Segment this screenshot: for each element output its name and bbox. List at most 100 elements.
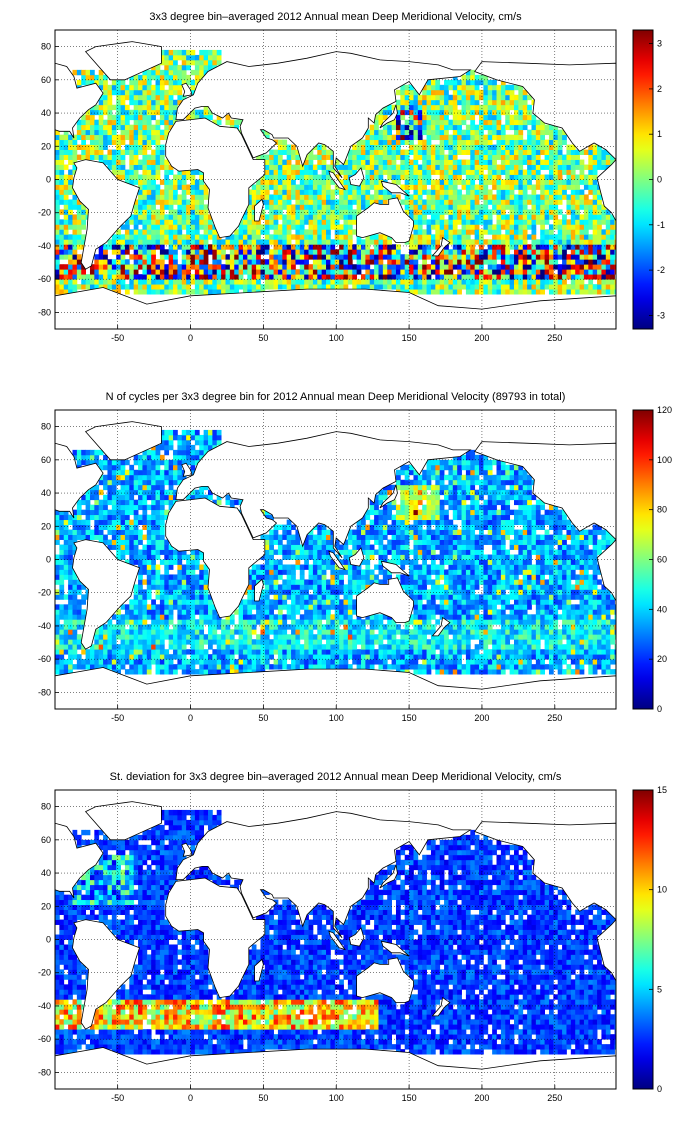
heatmap-cell	[256, 229, 261, 235]
heatmap-cell	[164, 659, 170, 665]
heatmap-cell	[55, 274, 60, 280]
heatmap-cell	[610, 234, 615, 240]
heatmap-cell	[409, 644, 414, 650]
heatmap-cell	[286, 249, 292, 255]
heatmap-cell	[103, 274, 108, 280]
heatmap-cell	[575, 159, 580, 165]
heatmap-cell	[72, 254, 78, 260]
heatmap-cell	[439, 289, 445, 295]
heatmap-cell	[334, 229, 340, 235]
heatmap-cell	[107, 129, 113, 136]
heatmap-cell	[199, 199, 205, 205]
heatmap-cell	[470, 89, 476, 96]
heatmap-cell	[190, 189, 196, 195]
heatmap-cell	[439, 174, 445, 180]
heatmap-cell	[465, 109, 471, 116]
heatmap-cell	[417, 114, 423, 121]
heatmap-cell	[282, 194, 288, 200]
heatmap-cell	[142, 109, 148, 116]
heatmap-cell	[312, 194, 318, 200]
heatmap-cell	[256, 274, 261, 280]
heatmap-cell	[260, 224, 266, 230]
heatmap-cell	[269, 159, 274, 165]
heatmap-cell	[562, 659, 567, 665]
heatmap-cell	[343, 234, 349, 240]
heatmap-cell	[173, 199, 178, 205]
heatmap-cell	[138, 664, 143, 670]
heatmap-cell	[68, 184, 73, 190]
heatmap-cell	[531, 134, 537, 141]
heatmap-cell	[98, 139, 104, 146]
heatmap-cell	[500, 164, 506, 170]
heatmap-cell	[190, 669, 196, 675]
heatmap-cell	[361, 649, 366, 655]
heatmap-cell	[570, 169, 576, 175]
heatmap-cell	[194, 269, 200, 275]
heatmap-cell	[487, 219, 493, 225]
heatmap-cell	[168, 179, 174, 185]
heatmap-cell	[439, 264, 445, 270]
heatmap-cell	[146, 624, 152, 630]
heatmap-cell	[116, 239, 121, 245]
heatmap-cell	[452, 259, 458, 265]
heatmap-cell	[535, 649, 541, 655]
heatmap-cell	[299, 264, 305, 270]
heatmap-cell	[321, 259, 327, 265]
heatmap-cell	[229, 664, 235, 670]
heatmap-cell	[505, 149, 511, 155]
heatmap-cell	[522, 239, 528, 245]
heatmap-cell	[247, 649, 253, 655]
heatmap-cell	[343, 239, 349, 245]
heatmap-cell	[601, 259, 607, 265]
heatmap-cell	[518, 174, 524, 180]
heatmap-cell	[339, 194, 344, 200]
heatmap-cell	[194, 114, 200, 121]
heatmap-cell	[588, 159, 594, 165]
heatmap-cell	[531, 234, 537, 240]
heatmap-cell	[553, 239, 559, 245]
heatmap-cell	[142, 654, 148, 660]
heatmap-cell	[422, 114, 427, 121]
heatmap-cell	[492, 274, 497, 280]
heatmap-cell	[286, 634, 292, 640]
heatmap-cell	[579, 159, 585, 165]
heatmap-cell	[238, 269, 244, 275]
heatmap-cell	[422, 254, 427, 260]
heatmap-cell	[492, 634, 497, 640]
heatmap-cell	[483, 144, 489, 150]
heatmap-cell	[566, 204, 572, 210]
landmass	[175, 51, 472, 179]
heatmap-cell	[238, 629, 244, 635]
heatmap-cell	[242, 269, 248, 275]
heatmap-cell	[273, 164, 279, 170]
heatmap-cell	[326, 214, 331, 220]
heatmap-cell	[409, 274, 414, 280]
heatmap-cell	[343, 189, 349, 195]
heatmap-cell	[570, 214, 576, 220]
heatmap-cell	[299, 644, 305, 650]
heatmap-cell	[186, 74, 191, 81]
heatmap-cell	[553, 254, 559, 260]
heatmap-cell	[103, 634, 108, 640]
heatmap-cell	[496, 149, 502, 155]
heatmap-cell	[374, 654, 379, 660]
heatmap-cell	[465, 189, 471, 195]
heatmap-cell	[365, 659, 371, 665]
heatmap-cell	[321, 159, 327, 165]
heatmap-cell	[444, 129, 449, 136]
heatmap-cell	[483, 89, 489, 96]
heatmap-cell	[601, 639, 607, 645]
heatmap-cell	[343, 169, 349, 175]
heatmap-cell	[124, 269, 130, 275]
heatmap-cell	[492, 279, 497, 285]
heatmap-cell	[229, 259, 235, 265]
heatmap-cell	[457, 209, 462, 215]
heatmap-cell	[120, 164, 126, 170]
heatmap-cell	[557, 244, 563, 250]
heatmap-cell	[308, 184, 314, 190]
heatmap-cell	[548, 279, 554, 285]
heatmap-cell	[601, 264, 607, 270]
heatmap-cell	[439, 269, 445, 275]
heatmap-cell	[435, 279, 441, 285]
heatmap-cell	[247, 229, 253, 235]
